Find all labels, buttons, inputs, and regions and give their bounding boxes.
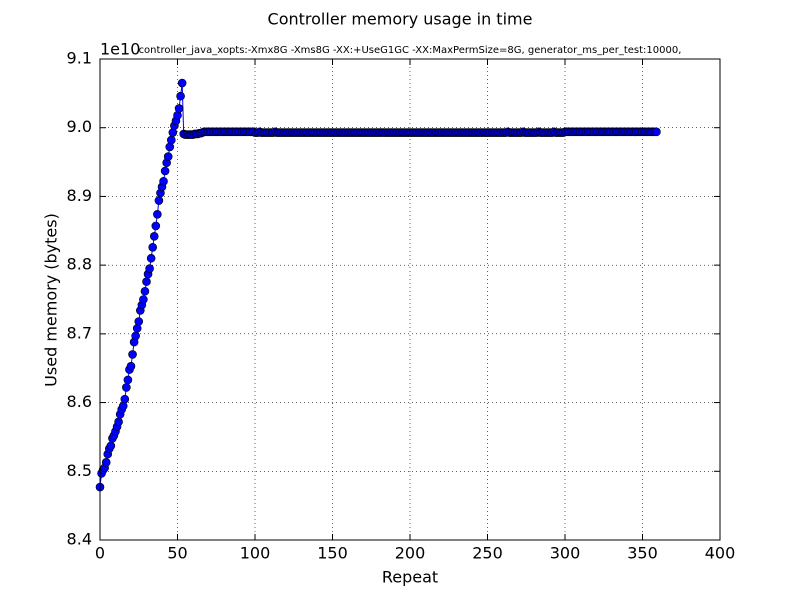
plot-frame (99, 58, 721, 541)
data-point (126, 361, 136, 371)
y-offset-label: 1e10 (100, 40, 140, 59)
y-tick-label: 8.4 (67, 530, 92, 549)
data-point (176, 91, 185, 101)
data-point (146, 253, 156, 263)
data-point (122, 383, 131, 392)
x-tick-label: 250 (472, 544, 503, 563)
data-point (151, 221, 161, 231)
x-tick-label: 300 (550, 544, 581, 563)
data-point (148, 242, 157, 252)
data-point (174, 104, 184, 113)
y-tick-label: 8.5 (67, 461, 92, 480)
data-point (128, 350, 137, 359)
data-point (160, 166, 170, 176)
data-point (159, 177, 168, 186)
x-tick-label: 400 (705, 544, 736, 563)
data-point (131, 331, 140, 341)
x-tick-label: 100 (240, 544, 271, 563)
x-tick-label: 150 (317, 544, 348, 563)
data-point (163, 152, 173, 161)
chart-title: Controller memory usage in time (268, 10, 533, 29)
data-point (142, 277, 151, 286)
data-point (153, 209, 162, 219)
y-tick-label: 8.9 (67, 186, 92, 205)
y-tick-label: 8.7 (67, 323, 92, 342)
data-point (140, 286, 150, 296)
y-tick-label: 9.0 (67, 117, 92, 136)
data-point (134, 317, 144, 326)
data-point (101, 458, 111, 467)
x-tick-label: 350 (627, 544, 658, 563)
x-tick-label: 50 (167, 544, 187, 563)
data-point (154, 196, 164, 205)
data-point (167, 135, 176, 145)
x-axis-label: Repeat (382, 568, 438, 587)
data-point (114, 417, 123, 427)
chart-subtitle: controller_java_xopts:-Xmx8G -Xms8G -XX:… (139, 45, 682, 56)
y-axis-label: Used memory (bytes) (42, 213, 61, 387)
x-tick-label: 200 (395, 544, 426, 563)
data-point (149, 231, 159, 241)
data-point (145, 264, 154, 273)
x-tick-label: 0 (95, 544, 105, 563)
data-point (177, 78, 187, 88)
y-tick-label: 8.8 (67, 255, 92, 274)
y-tick-label: 9.1 (67, 49, 92, 68)
data-point (652, 127, 661, 137)
y-tick-label: 8.6 (67, 392, 92, 411)
data-point (120, 394, 130, 404)
data-point (123, 375, 133, 385)
data-point (139, 295, 148, 304)
data-point (106, 441, 116, 451)
